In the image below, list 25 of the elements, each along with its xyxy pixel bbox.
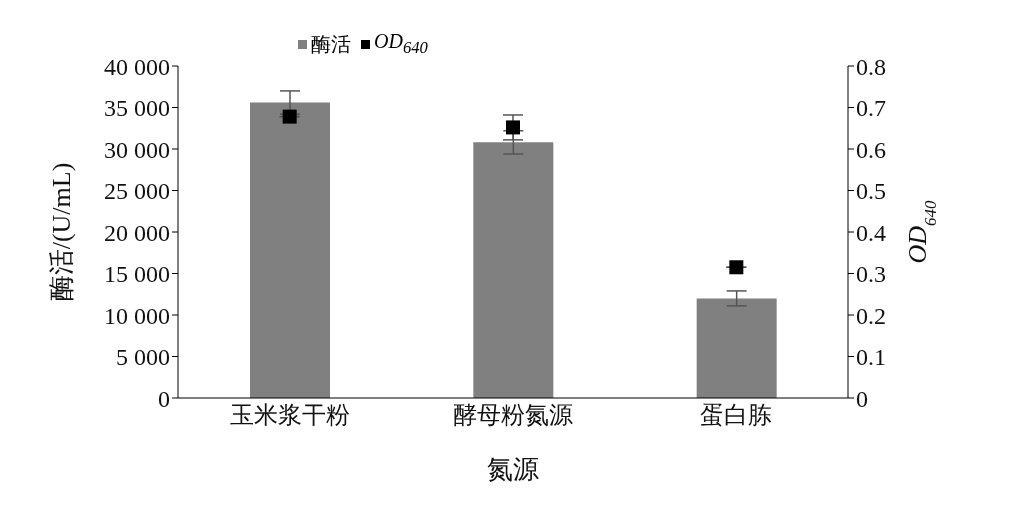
y-tick-label: 15 000 bbox=[104, 261, 170, 288]
y-tick-label: 35 000 bbox=[104, 95, 170, 122]
y2-tick-label: 0.2 bbox=[856, 302, 886, 329]
y-tick-label: 40 000 bbox=[104, 53, 170, 80]
y2-tick-label: 0.7 bbox=[856, 95, 886, 122]
y-tick-label: 30 000 bbox=[104, 136, 170, 163]
y-axis-title: 酶活/(U/mL) bbox=[47, 162, 76, 302]
x-axis-title: 氮源 bbox=[487, 455, 539, 484]
y-tick-label: 0 bbox=[158, 385, 170, 412]
y2-tick-label: 0.1 bbox=[856, 344, 886, 371]
y-tick-label: 5 000 bbox=[116, 344, 170, 371]
y2-tick-label: 0 bbox=[856, 385, 868, 412]
x-tick-label: 酵母粉氮源 bbox=[453, 402, 573, 429]
y2-tick-label: 0.6 bbox=[856, 136, 886, 163]
x-tick-label: 蛋白胨 bbox=[700, 402, 773, 429]
x-tick-label: 玉米浆干粉 bbox=[229, 402, 350, 429]
legend-label: OD$_{640}$ bbox=[374, 30, 428, 58]
y2-tick-label: 0.8 bbox=[856, 53, 886, 80]
y2-tick-label: 0.4 bbox=[856, 219, 886, 246]
y-tick-label: 20 000 bbox=[104, 219, 170, 246]
y2-tick-label: 0.5 bbox=[856, 178, 886, 205]
y-tick-label: 25 000 bbox=[104, 178, 170, 205]
y-tick-label: 10 000 bbox=[104, 302, 170, 329]
y2-tick-label: 0.3 bbox=[856, 261, 886, 288]
legend-label: 酶活 bbox=[311, 31, 351, 57]
